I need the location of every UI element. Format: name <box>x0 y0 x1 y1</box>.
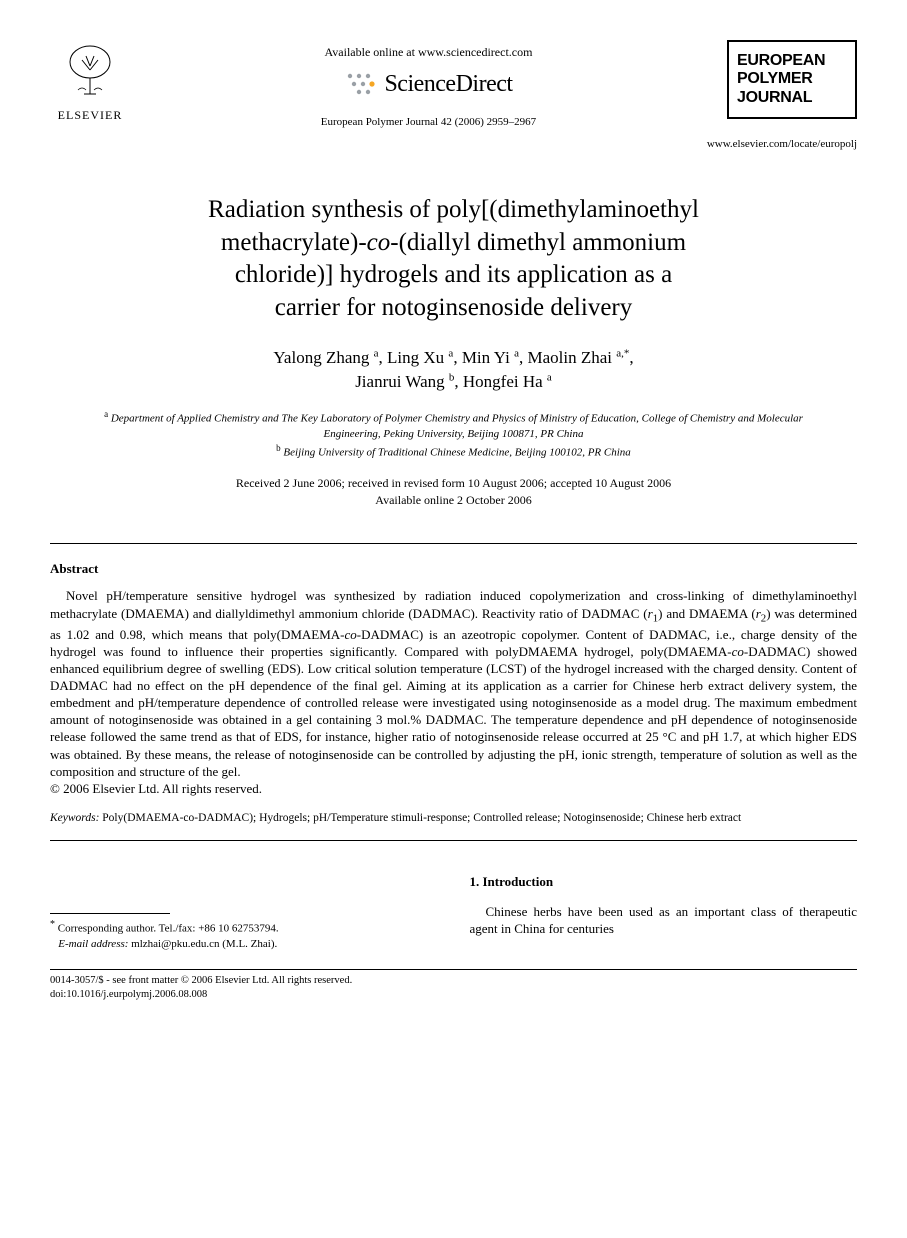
keywords-text: Poly(DMAEMA-co-DADMAC); Hydrogels; pH/Te… <box>102 812 741 824</box>
author-1: Yalong Zhang <box>273 348 369 367</box>
abstract-body: Novel pH/temperature sensitive hydrogel … <box>50 587 857 797</box>
star-icon: * <box>50 919 55 930</box>
author-4: Maolin Zhai <box>527 348 612 367</box>
author-5-sup: b <box>449 371 455 383</box>
elsevier-label: ELSEVIER <box>50 107 130 123</box>
keywords-label: Keywords: <box>50 812 99 824</box>
keywords: Keywords: Poly(DMAEMA-co-DADMAC); Hydrog… <box>50 811 857 826</box>
author-3: Min Yi <box>462 348 510 367</box>
journal-name-l1: EUROPEAN <box>737 52 847 70</box>
authors: Yalong Zhang a, Ling Xu a, Min Yi a, Mao… <box>50 346 857 394</box>
affil-a-sup: a <box>104 409 108 419</box>
affil-b: Beijing University of Traditional Chines… <box>283 447 630 459</box>
title-l2-co: co <box>367 229 391 256</box>
title-l2a: methacrylate)- <box>221 229 367 256</box>
elsevier-tree-icon <box>60 40 120 100</box>
email-tail: (M.L. Zhai). <box>222 938 277 950</box>
author-1-sup: a <box>374 348 379 360</box>
two-column-area: * Corresponding author. Tel./fax: +86 10… <box>50 873 857 951</box>
rule-top <box>50 543 857 544</box>
abstract-text: Novel pH/temperature sensitive hydrogel … <box>50 587 857 779</box>
email-address[interactable]: mlzhai@pku.edu.cn <box>131 938 219 950</box>
journal-url[interactable]: www.elsevier.com/locate/europolj <box>50 137 857 152</box>
abstract-copyright: © 2006 Elsevier Ltd. All rights reserved… <box>50 781 262 796</box>
left-column: * Corresponding author. Tel./fax: +86 10… <box>50 873 438 951</box>
journal-name-box: EUROPEAN POLYMER JOURNAL <box>727 40 857 119</box>
journal-block: EUROPEAN POLYMER JOURNAL <box>727 40 857 119</box>
author-3-sup: a <box>514 348 519 360</box>
abstract-section: Abstract Novel pH/temperature sensitive … <box>50 560 857 797</box>
section-1-text: Chinese herbs have been used as an impor… <box>470 903 858 938</box>
title-l1: Radiation synthesis of poly[(dimethylami… <box>208 196 699 223</box>
title-l2b: -(diallyl dimethyl ammonium <box>390 229 686 256</box>
footer-l1: 0014-3057/$ - see front matter © 2006 El… <box>50 975 352 986</box>
available-online-text: Available online at www.sciencedirect.co… <box>130 44 727 60</box>
sciencedirect-text: ScienceDirect <box>384 68 512 100</box>
dates-l2: Available online 2 October 2006 <box>375 493 531 507</box>
footer-copyright: 0014-3057/$ - see front matter © 2006 El… <box>50 974 857 1001</box>
sciencedirect-dots-icon <box>344 70 378 98</box>
journal-name-l3: JOURNAL <box>737 89 847 107</box>
affiliations: a Department of Applied Chemistry and Th… <box>90 408 817 461</box>
rule-bottom-abstract <box>50 840 857 841</box>
corresponding-footnote: * Corresponding author. Tel./fax: +86 10… <box>50 918 438 951</box>
dates-l1: Received 2 June 2006; received in revise… <box>236 476 671 490</box>
citation-line: European Polymer Journal 42 (2006) 2959–… <box>130 115 727 130</box>
affil-b-sup: b <box>276 443 281 453</box>
elsevier-logo: ELSEVIER <box>50 40 130 123</box>
sciencedirect-logo: ScienceDirect <box>344 68 512 100</box>
author-6: Hongfei Ha <box>463 372 543 391</box>
article-dates: Received 2 June 2006; received in revise… <box>50 475 857 509</box>
journal-name-l2: POLYMER <box>737 70 847 88</box>
footnote-rule <box>50 913 170 914</box>
title-l4: carrier for notoginsenoside delivery <box>275 294 633 321</box>
section-1-heading: 1. Introduction <box>470 873 858 891</box>
author-5: Jianrui Wang <box>355 372 444 391</box>
article-title: Radiation synthesis of poly[(dimethylami… <box>90 194 817 324</box>
header-row: ELSEVIER Available online at www.science… <box>50 40 857 129</box>
corr-author-text: Corresponding author. Tel./fax: +86 10 6… <box>58 923 279 935</box>
rule-footer <box>50 969 857 970</box>
author-2-sup: a <box>448 348 453 360</box>
right-column: 1. Introduction Chinese herbs have been … <box>470 873 858 951</box>
email-label: E-mail address: <box>58 938 128 950</box>
title-l3: chloride)] hydrogels and its application… <box>235 261 672 288</box>
header-center: Available online at www.sciencedirect.co… <box>130 40 727 129</box>
author-4-sup: a,* <box>616 348 629 360</box>
abstract-heading: Abstract <box>50 560 857 578</box>
author-6-sup: a <box>547 371 552 383</box>
author-2: Ling Xu <box>387 348 444 367</box>
affil-a: Department of Applied Chemistry and The … <box>111 413 803 440</box>
footer-l2: doi:10.1016/j.eurpolymj.2006.08.008 <box>50 989 207 1000</box>
